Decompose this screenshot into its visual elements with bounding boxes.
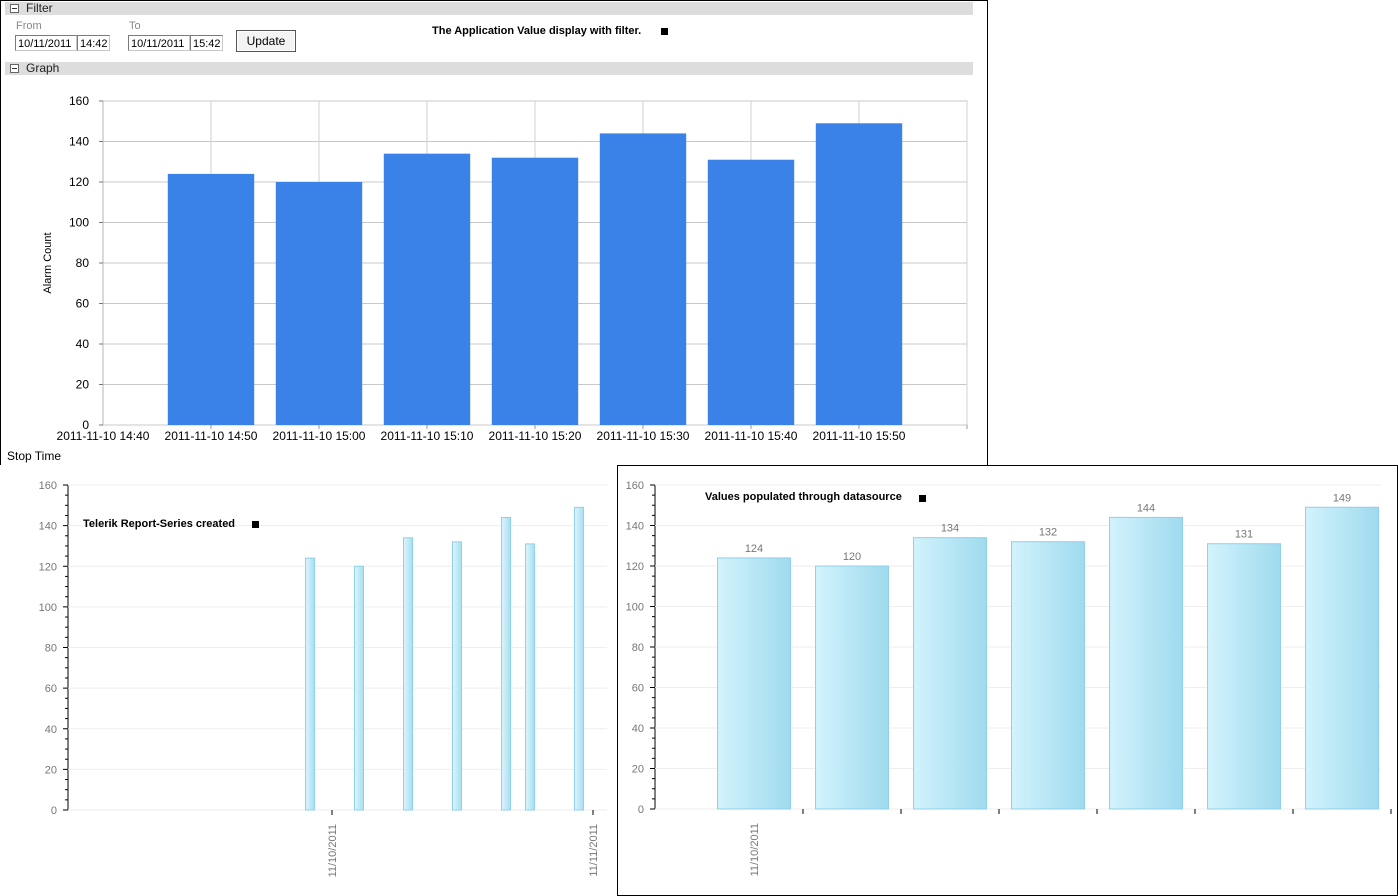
collapse-icon[interactable] [10, 64, 19, 73]
bar [1011, 541, 1085, 810]
data-label: 144 [1137, 502, 1155, 514]
filter-section-label: Filter [26, 1, 53, 15]
title-marker-icon [252, 521, 259, 528]
y-tick-label: 160 [626, 480, 644, 492]
y-tick-label: 0 [51, 805, 57, 817]
x-tick-label: 11/11/2011 [588, 824, 600, 877]
y-tick-label: 160 [69, 94, 89, 108]
data-label: 132 [1039, 527, 1057, 539]
y-tick-label: 40 [76, 337, 90, 351]
x-axis-title: Stop Time [7, 449, 61, 463]
y-tick-label: 100 [39, 602, 57, 614]
from-label: From [16, 20, 42, 32]
bar [913, 537, 987, 810]
y-tick-label: 60 [45, 683, 57, 695]
y-tick-label: 0 [82, 418, 89, 432]
y-tick-label: 0 [638, 804, 644, 816]
x-tick-label: 2011-11-10 14:50 [165, 429, 258, 443]
telerik-series-chart-panel: 0 20 40 60 80 100 120 140 160 11/10/2011 11/11/201… [0, 465, 617, 896]
to-date-field[interactable]: 10/11/2011 [128, 35, 190, 51]
collapse-icon[interactable] [10, 4, 19, 13]
update-button[interactable]: Update [236, 30, 296, 52]
to-time-field[interactable]: 15:42 [190, 35, 223, 51]
y-axis-title: Alarm Count [42, 232, 54, 293]
graph-section-label: Graph [26, 61, 60, 75]
y-tick-label: 120 [39, 561, 57, 573]
x-tick-label: 2011-11-10 15:00 [273, 429, 366, 443]
bottom-left-chart-title: Telerik Report-Series created [83, 518, 236, 530]
from-date-field[interactable]: 10/11/2011 [15, 35, 77, 51]
bar [1109, 516, 1183, 810]
data-label: 120 [843, 551, 861, 563]
x-tick-label: 2011-11-10 15:10 [381, 429, 474, 443]
datasource-chart: 0 20 40 60 80 100 120 140 160 124 120 134 132 144 131 1… [626, 480, 1392, 876]
y-tick-label: 140 [626, 521, 644, 533]
y-tick-label: 160 [39, 480, 57, 492]
x-tick-label: 11/10/2011 [749, 823, 761, 876]
x-tick-label: 2011-11-10 15:40 [705, 429, 798, 443]
bar [452, 541, 462, 811]
graph-section-header[interactable]: Graph [5, 62, 973, 75]
data-label: 149 [1333, 492, 1351, 504]
from-time-field[interactable]: 14:42 [77, 35, 110, 51]
y-tick-label: 40 [45, 724, 57, 736]
y-tick-label: 100 [69, 216, 89, 230]
y-tick-label: 120 [69, 175, 89, 189]
x-tick-label: 2011-11-10 15:50 [813, 429, 906, 443]
bar [491, 157, 579, 425]
y-tick-label: 60 [76, 297, 90, 311]
y-tick-label: 20 [632, 764, 644, 776]
y-tick-label: 60 [632, 683, 644, 695]
bar [525, 543, 535, 811]
y-tick-label: 80 [632, 642, 644, 654]
bar [1305, 506, 1379, 810]
bar [1207, 543, 1281, 810]
bar [574, 506, 584, 811]
x-tick-label: 2011-11-10 14:40 [57, 429, 150, 443]
filter-section-header[interactable]: Filter [5, 2, 973, 15]
bar [354, 565, 364, 811]
bottom-right-chart-title: Values populated through datasource [705, 491, 902, 503]
y-tick-label: 140 [39, 521, 57, 533]
telerik-series-chart: 0 20 40 60 80 100 120 140 160 11/10/2011 11/11/201… [39, 480, 607, 877]
datasource-chart-panel: 0 20 40 60 80 100 120 140 160 124 120 134 132 144 131 1… [617, 465, 1398, 896]
x-tick-label: 2011-11-10 15:20 [489, 429, 582, 443]
bar [815, 565, 889, 810]
caption-marker-icon [661, 28, 668, 35]
bar [403, 537, 413, 811]
y-tick-label: 100 [626, 602, 644, 614]
application-value-panel: Filter From 10/11/2011 14:42 To 10/11/20… [0, 0, 988, 466]
data-label: 131 [1235, 529, 1253, 541]
data-label: 124 [745, 543, 763, 555]
y-tick-label: 140 [69, 135, 89, 149]
bar [707, 159, 795, 425]
bar [275, 182, 363, 425]
y-tick-label: 40 [632, 723, 644, 735]
y-tick-label: 120 [626, 561, 644, 573]
bar [305, 557, 315, 811]
alarm-count-chart: 0 20 40 60 80 100 120 140 160 2011-11-10 14:40 201… [7, 94, 968, 463]
data-label: 134 [941, 523, 959, 535]
bar [167, 173, 255, 425]
bar [383, 153, 471, 425]
y-tick-label: 20 [76, 378, 90, 392]
x-tick-label: 2011-11-10 15:30 [597, 429, 690, 443]
y-tick-label: 20 [45, 764, 57, 776]
to-label: To [129, 20, 141, 32]
title-marker-icon [919, 495, 926, 502]
y-tick-label: 80 [45, 643, 57, 655]
x-tick-label: 11/10/2011 [327, 824, 339, 877]
filter-caption: The Application Value display with filte… [432, 25, 642, 37]
bar [717, 557, 791, 810]
bar [501, 517, 511, 811]
bar [815, 123, 903, 426]
bar [599, 133, 687, 425]
y-tick-label: 80 [76, 256, 90, 270]
